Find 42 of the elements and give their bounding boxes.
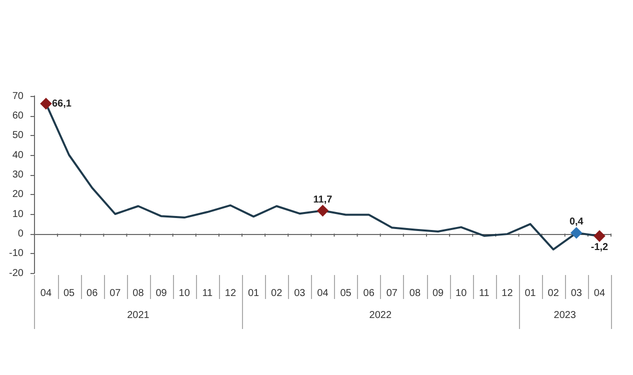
y-tick-label: 30 [12,169,24,180]
y-tick-label: 40 [12,150,24,161]
x-tick-label: 08 [132,288,144,299]
y-tick-label: 20 [12,189,24,200]
x-tick-label: 04 [40,288,52,299]
data-label: -1,2 [590,242,609,253]
x-tick-label: 12 [224,288,236,299]
data-label: 11,7 [313,194,333,206]
x-tick-label: 08 [409,288,421,299]
x-tick-label: 03 [294,288,306,299]
x-tick-label: 01 [248,288,260,299]
y-tick-label: 60 [12,110,24,122]
text: 2022 [369,310,392,321]
x-tick-label: 04 [317,288,329,299]
data-label: 66,1 [52,98,72,110]
y-tick-label: 10 [12,208,24,220]
y-tick-label: 70 [12,90,24,102]
x-tick-label: 05 [340,288,352,299]
x-tick-label: 05 [63,288,76,299]
x-tick-label: 12 [502,288,514,299]
x-tick-label: 07 [110,288,122,299]
x-tick-label: 01 [524,288,536,299]
x-tick-label: 06 [86,288,98,299]
x-tick-label: 11 [202,288,214,299]
x-tick-label: 07 [386,288,398,299]
x-tick-label: 02 [271,288,283,299]
x-tick-label: 02 [548,288,560,299]
x-tick-label: 09 [156,288,168,299]
x-tick-label: 09 [432,288,444,299]
x-tick-label: 03 [570,288,582,299]
text: 2023 [554,310,576,321]
x-tick-label: 10 [456,288,468,299]
x-tick-label: 06 [363,288,375,299]
x-tick-label: 10 [178,288,190,299]
y-tick-label: 50 [12,130,24,142]
y-tick-label: 0 [18,228,24,240]
data-label: 0,4 [569,216,584,228]
y-tick-label: -20 [9,268,24,279]
y-tick-label: -10 [9,248,24,260]
x-tick-label: 04 [594,288,606,299]
x-tick-label: 11 [478,288,490,299]
text: 2021 [127,310,150,321]
